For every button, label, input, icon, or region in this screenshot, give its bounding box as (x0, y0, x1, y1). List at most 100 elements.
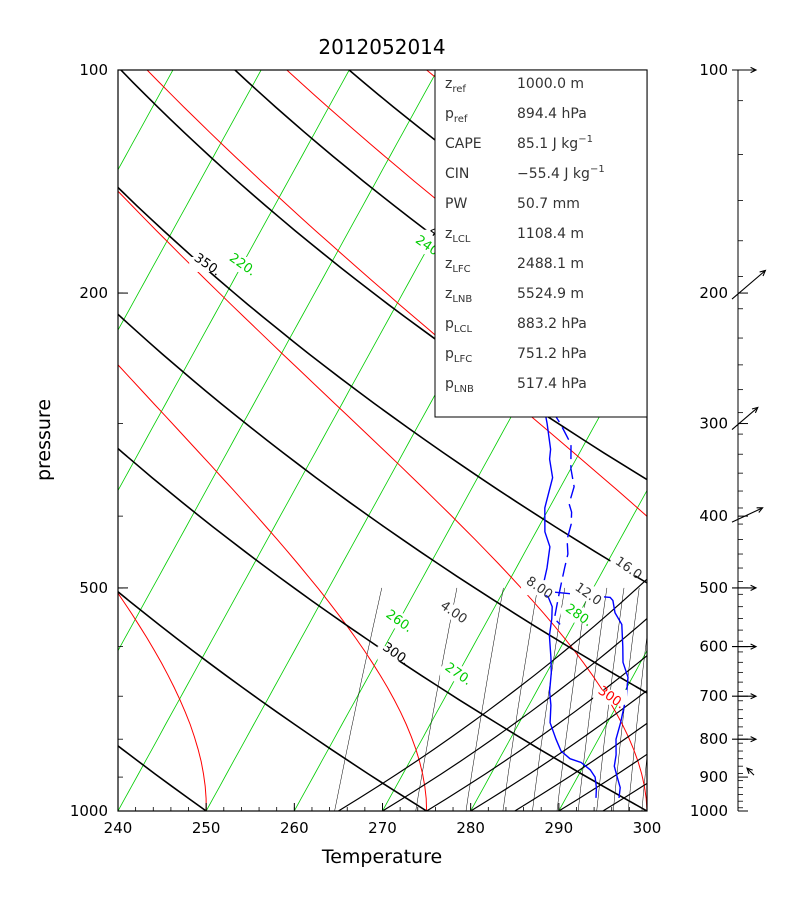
chart-title: 2012052014 (318, 35, 445, 59)
wind-barb (731, 407, 759, 430)
mixing-ratio-line (655, 588, 678, 811)
isotherm-label: 220. (226, 251, 258, 280)
isotherm-label-bg (380, 613, 415, 629)
mixing-ratio-line (556, 587, 588, 811)
dry-adiabat-line (234, 70, 647, 384)
wind-barb-head (750, 693, 758, 700)
dry-adiabat-label: 350. (191, 251, 223, 280)
info-label: PW (445, 196, 467, 212)
dry-adiabat-line (118, 447, 647, 811)
wind-barb (746, 767, 755, 776)
isotherm-line (382, 329, 647, 811)
y-axis-label: pressure (33, 399, 55, 481)
info-value: 50.7 mm (517, 196, 580, 212)
dry-adiabat-label: 350. (684, 595, 716, 624)
wind-barb-head (751, 406, 759, 414)
info-label: CIN (445, 166, 469, 182)
pseudo-adiabat-line (514, 722, 647, 811)
dry-adiabat-label: 300. (379, 640, 411, 669)
pseudo-adiabat-line (470, 689, 647, 811)
x-tick-label: 290 (545, 819, 574, 837)
wind-tick-label: 500 (699, 579, 728, 597)
isotherm-label-bg (440, 666, 475, 682)
isotherm-label-bg (224, 256, 259, 272)
dry-adiabat-line (118, 313, 647, 694)
moist-adiabat-label-bg (777, 467, 810, 482)
isotherm-label-bg (560, 607, 595, 623)
y-tick-label: 100 (79, 61, 108, 79)
dry-adiabat-line (118, 590, 428, 811)
moist-adiabat-label: 400. (779, 214, 810, 243)
wind-tick-label: 700 (699, 687, 728, 705)
isotherm-line (470, 489, 647, 811)
info-value: 517.4 hPa (517, 376, 587, 392)
wind-barb-head (750, 736, 758, 743)
info-value: 883.2 hPa (517, 316, 587, 332)
isotherm-line (118, 70, 262, 331)
moist-adiabat-line (118, 364, 428, 811)
moist-adiabat-label-bg (778, 220, 810, 235)
info-label-subscript: LFC (452, 264, 470, 275)
wind-barb (731, 270, 766, 300)
x-tick-label: 280 (456, 819, 485, 837)
isotherm-line (646, 810, 647, 811)
info-value-superscript: −1 (578, 134, 593, 145)
wind-tick-label: 100 (699, 61, 728, 79)
info-value: 894.4 hPa (517, 106, 587, 122)
x-axis-ticks: 240 250 260 270 280 290 300 (104, 803, 662, 837)
mixing-ratio-line (532, 587, 566, 811)
wind-barb-head (746, 767, 753, 774)
info-value: 85.1 J kg−1 (517, 134, 593, 152)
info-label: CAPE (445, 136, 482, 152)
info-value: 1000.0 m (517, 76, 584, 92)
wind-tick-label: 200 (699, 284, 728, 302)
info-box-background (434, 69, 648, 418)
dry-adiabat-line (118, 186, 647, 584)
dry-adiabat-line (118, 744, 207, 811)
isotherm-line (118, 70, 174, 171)
pseudo-adiabat-line (382, 617, 647, 811)
mixing-ratio-label: 4.00 (437, 598, 469, 627)
wind-tick-label: 900 (699, 768, 728, 786)
mixing-ratio-label: 8.00 (523, 574, 555, 603)
pseudo-adiabat-line (646, 810, 647, 811)
dry-adiabat-label-bg (377, 646, 412, 662)
isotherm-line (118, 70, 438, 652)
y-tick-label: 500 (79, 579, 108, 597)
moist-adiabat-line (118, 592, 207, 811)
isotherm-label: 260. (383, 607, 415, 636)
moist-adiabat-line (146, 70, 647, 517)
info-value: 2488.1 m (517, 256, 584, 272)
moist-adiabat-label: 300. (595, 683, 627, 712)
moist-adiabat-line (118, 190, 647, 811)
pseudo-adiabat-line (338, 578, 647, 811)
wind-tick-label: 400 (699, 507, 728, 525)
x-tick-label: 240 (104, 819, 133, 837)
isotherm-line (118, 70, 350, 492)
profile-dewpoint (430, 240, 575, 625)
x-tick-label: 300 (633, 819, 662, 837)
info-label-subscript: LCL (452, 234, 471, 245)
dry-adiabat-label-bg (189, 256, 224, 272)
wind-barb-head (750, 584, 758, 591)
y-axis-ticks: 100 200 500 1000 (70, 61, 128, 820)
x-tick-label: 250 (192, 819, 221, 837)
mixing-ratio-line (666, 588, 688, 811)
mixing-ratio-line (334, 587, 383, 811)
info-value: 1108.4 m (517, 226, 584, 242)
plot-area: 400.350.300.350.400.400.350.300.220.240.… (118, 70, 810, 811)
pseudo-adiabat-line (558, 753, 647, 811)
info-label-subscript: ref (452, 84, 466, 95)
mixing-ratio-line (502, 587, 538, 811)
wind-tick-label: 800 (699, 730, 728, 748)
x-axis-label: Temperature (321, 846, 442, 868)
pseudo-adiabat-line (426, 654, 647, 811)
info-label-subscript: LNB (454, 384, 474, 395)
isotherm-lines (118, 70, 647, 811)
mixing-ratio-line (677, 588, 698, 811)
wind-barb-head (759, 269, 767, 277)
info-label-subscript: ref (454, 114, 468, 125)
mixing-ratio-line (641, 753, 647, 811)
